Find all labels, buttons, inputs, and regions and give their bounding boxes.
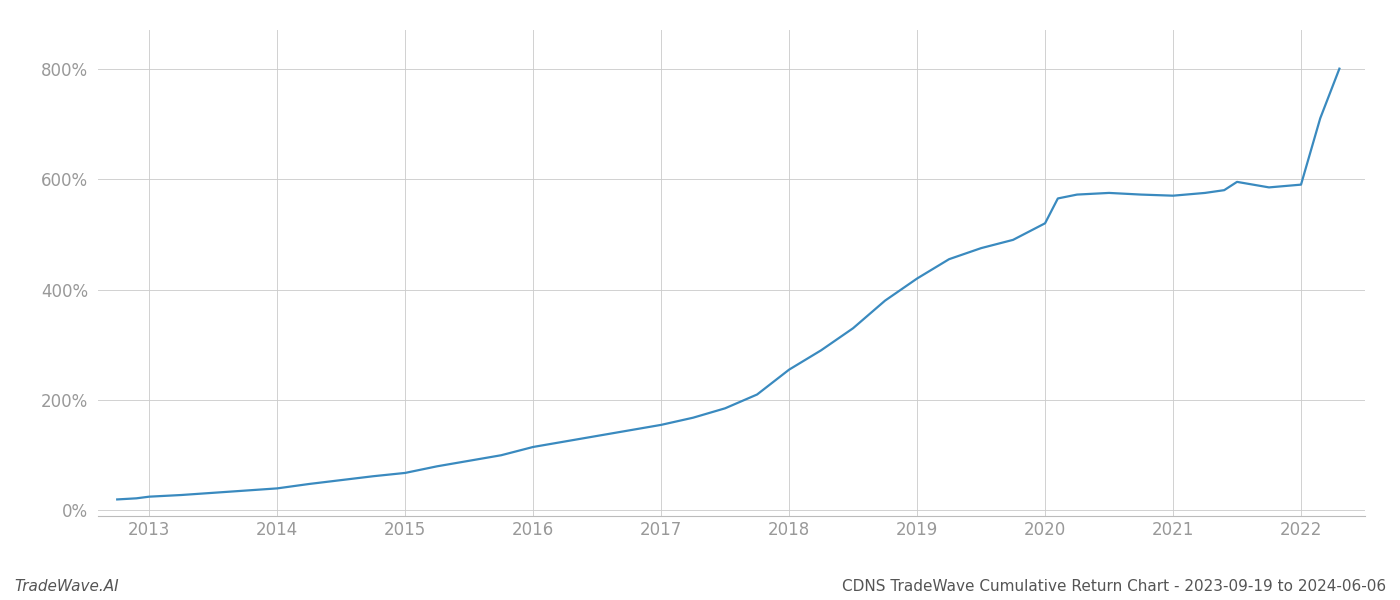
- Text: CDNS TradeWave Cumulative Return Chart - 2023-09-19 to 2024-06-06: CDNS TradeWave Cumulative Return Chart -…: [841, 579, 1386, 594]
- Text: TradeWave.AI: TradeWave.AI: [14, 579, 119, 594]
